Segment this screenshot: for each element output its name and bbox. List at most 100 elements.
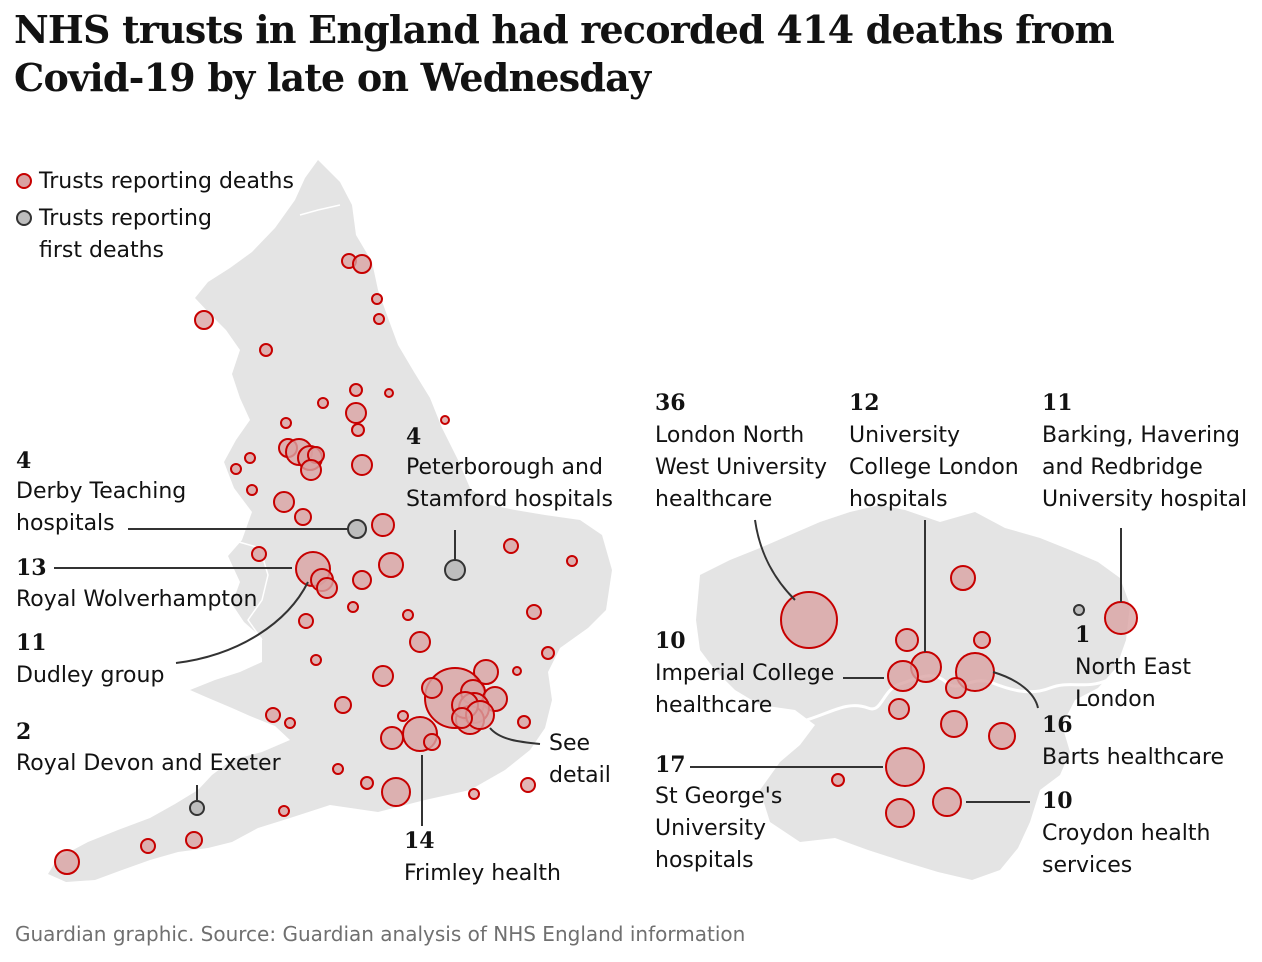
st-georges-label: University bbox=[655, 816, 766, 841]
trust-death-marker bbox=[945, 677, 967, 699]
london-trust-dots bbox=[780, 565, 1138, 828]
see-detail-label: See bbox=[549, 731, 590, 756]
trust-death-marker bbox=[397, 710, 409, 722]
trust-death-marker bbox=[932, 787, 962, 817]
ne-london-value: 1 bbox=[1075, 622, 1090, 648]
trust-death-marker bbox=[294, 508, 312, 526]
trust-death-marker bbox=[384, 388, 394, 398]
devon-value: 2 bbox=[16, 719, 31, 745]
trust-death-marker bbox=[280, 417, 292, 429]
trust-death-marker bbox=[541, 646, 555, 660]
trust-death-marker bbox=[349, 383, 363, 397]
barts-value: 16 bbox=[1042, 712, 1073, 738]
trust-death-marker bbox=[54, 849, 80, 875]
croydon-value: 10 bbox=[1042, 788, 1073, 814]
london-nw-leader bbox=[754, 519, 796, 601]
trust-death-marker bbox=[360, 776, 374, 790]
trust-death-marker bbox=[520, 777, 536, 793]
trust-death-marker bbox=[194, 310, 214, 330]
trust-death-marker bbox=[259, 343, 273, 357]
trust-death-marker bbox=[345, 402, 367, 424]
trust-death-marker bbox=[316, 577, 338, 599]
trust-death-marker bbox=[526, 604, 542, 620]
trust-first-death-marker bbox=[444, 559, 466, 581]
wales-border bbox=[231, 539, 269, 641]
trust-death-marker bbox=[887, 660, 919, 692]
imperial-value: 10 bbox=[655, 628, 686, 654]
trust-death-marker bbox=[888, 698, 910, 720]
legend: Trusts reporting deaths Trusts reporting… bbox=[16, 169, 294, 263]
trust-death-marker bbox=[381, 777, 411, 807]
trust-death-marker bbox=[244, 452, 256, 464]
trust-death-marker bbox=[332, 763, 344, 775]
trust-death-marker bbox=[298, 613, 314, 629]
trust-death-marker bbox=[351, 454, 373, 476]
ne-london-label: London bbox=[1075, 687, 1156, 712]
trust-death-marker bbox=[451, 707, 473, 729]
trust-death-marker bbox=[885, 798, 915, 828]
trust-death-marker bbox=[251, 546, 267, 562]
trust-death-marker bbox=[334, 696, 352, 714]
frimley-value: 14 bbox=[404, 828, 435, 854]
trust-death-marker bbox=[780, 591, 838, 649]
trust-death-marker bbox=[566, 555, 578, 567]
st-georges-value: 17 bbox=[655, 752, 686, 778]
barking-label: Barking, Havering bbox=[1042, 423, 1240, 448]
trust-death-marker bbox=[372, 665, 394, 687]
scotland-border bbox=[299, 204, 341, 216]
chart-title: NHS trusts in England had recorded 414 d… bbox=[14, 7, 1115, 100]
see-detail-label: detail bbox=[549, 763, 611, 788]
trust-death-marker bbox=[373, 313, 385, 325]
trust-death-marker bbox=[185, 831, 203, 849]
trust-death-marker bbox=[352, 254, 372, 274]
derby-value: 4 bbox=[16, 448, 31, 474]
trust-death-marker bbox=[831, 773, 845, 787]
uclh-label: University bbox=[849, 423, 960, 448]
source-note: Guardian graphic. Source: Guardian analy… bbox=[15, 922, 746, 946]
uclh-label: College London bbox=[849, 455, 1019, 480]
trust-death-marker bbox=[273, 491, 295, 513]
trust-death-marker bbox=[371, 513, 395, 537]
st-georges-label: hospitals bbox=[655, 848, 754, 873]
barts-leader bbox=[992, 671, 1039, 709]
london-nw-label: London North bbox=[655, 423, 804, 448]
ne-london-label: North East bbox=[1075, 655, 1191, 680]
trust-death-marker bbox=[421, 677, 443, 699]
trust-death-marker bbox=[351, 423, 365, 437]
barking-label: and Redbridge bbox=[1042, 455, 1203, 480]
legend-deaths-swatch bbox=[16, 173, 32, 189]
trust-death-marker bbox=[230, 463, 242, 475]
trust-death-marker bbox=[468, 788, 480, 800]
trust-death-marker bbox=[973, 631, 991, 649]
dudley-value: 11 bbox=[16, 630, 47, 656]
trust-death-marker bbox=[371, 293, 383, 305]
imperial-label: Imperial College bbox=[655, 661, 834, 686]
trust-death-marker bbox=[265, 707, 281, 723]
barking-value: 11 bbox=[1042, 390, 1073, 416]
trust-death-marker bbox=[284, 717, 296, 729]
trust-first-death-marker bbox=[347, 519, 367, 539]
trust-death-marker bbox=[512, 666, 522, 676]
see-detail-leader bbox=[489, 727, 541, 745]
trust-death-marker bbox=[347, 601, 359, 613]
trust-death-marker bbox=[140, 838, 156, 854]
trust-death-marker bbox=[246, 484, 258, 496]
barts-label: Barts healthcare bbox=[1042, 745, 1224, 770]
trust-death-marker bbox=[352, 570, 372, 590]
peterborough-label: Peterborough and bbox=[406, 455, 603, 480]
frimley-label: Frimley health bbox=[404, 861, 561, 886]
trust-death-marker bbox=[278, 805, 290, 817]
wolverhampton-value: 13 bbox=[16, 555, 47, 581]
trust-death-marker bbox=[895, 628, 919, 652]
trust-first-death-marker bbox=[189, 800, 205, 816]
uclh-value: 12 bbox=[849, 390, 880, 416]
trust-death-marker bbox=[310, 654, 322, 666]
st-georges-label: St George's bbox=[655, 784, 782, 809]
devon-label: Royal Devon and Exeter bbox=[16, 751, 282, 776]
trust-death-marker bbox=[378, 552, 404, 578]
london-nw-value: 36 bbox=[655, 390, 686, 416]
london-nw-label: West University bbox=[655, 455, 827, 480]
leader-lines bbox=[54, 519, 1122, 826]
legend-deaths-label: Trusts reporting deaths bbox=[38, 169, 294, 194]
derby-label: hospitals bbox=[16, 511, 115, 536]
